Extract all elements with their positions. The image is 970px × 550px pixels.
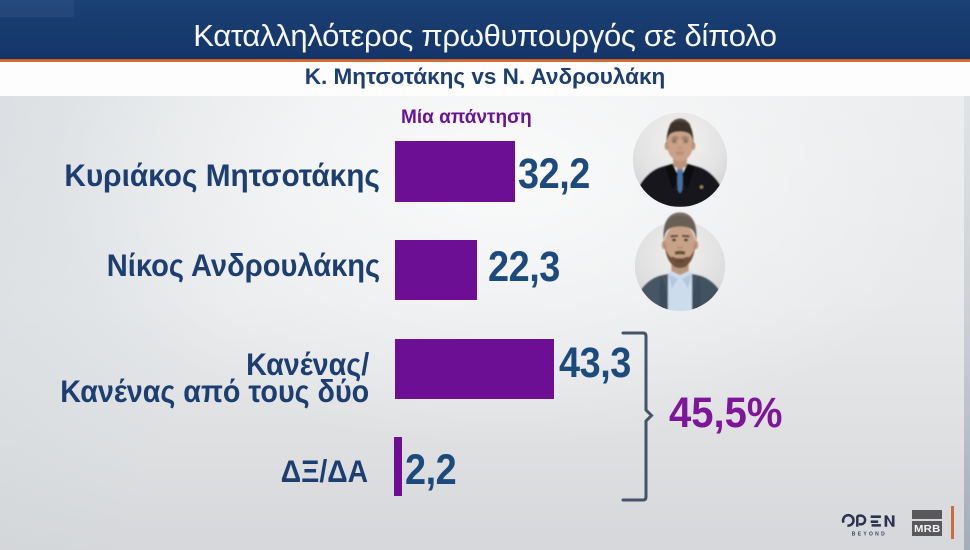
svg-text:BEYOND: BEYOND <box>852 532 887 538</box>
